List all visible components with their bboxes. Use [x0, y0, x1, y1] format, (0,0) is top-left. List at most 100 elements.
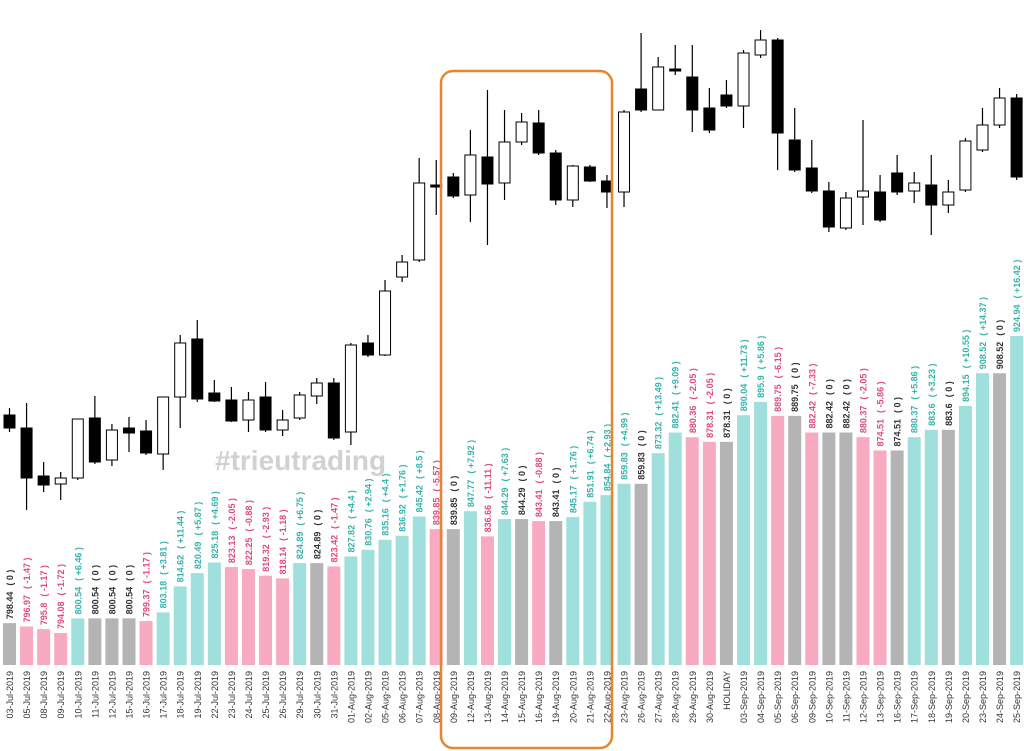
change-text: ( -1.17 ): [39, 565, 49, 597]
x-tick-label: 09-Jul-2019: [56, 671, 66, 719]
value-text: 844.29: [500, 488, 510, 516]
x-tick-label: 25-Sep-2019: [1012, 671, 1022, 723]
value-label: 800.54 ( 0 ): [124, 565, 134, 615]
bar: [685, 437, 699, 665]
candle-body: [140, 430, 153, 454]
bar: [907, 437, 921, 665]
value-text: 845.42: [415, 485, 425, 513]
value-label: 882.42 ( -7.33 ): [807, 363, 817, 428]
value-label: 835.16 ( +4.4 ): [381, 473, 391, 535]
x-tick-label: 12-Jul-2019: [107, 671, 117, 719]
value-text: 845.17: [568, 486, 578, 514]
value-text: 859.83: [620, 452, 630, 480]
candle-body: [993, 97, 1006, 126]
value-text: 800.54: [124, 587, 134, 615]
candle-body: [344, 344, 357, 433]
x-tick-label: 23-Jul-2019: [227, 671, 237, 719]
x-tick-label: 05-Sep-2019: [773, 671, 783, 723]
candle-body: [925, 184, 938, 206]
bar: [549, 521, 563, 665]
x-tick-label: 24-Jul-2019: [244, 671, 254, 719]
value-text: 851.91: [585, 470, 595, 498]
x-tick-label: 13-Sep-2019: [876, 671, 886, 723]
bar: [412, 516, 426, 665]
x-tick-label: 11-Sep-2019: [841, 671, 851, 722]
change-text: ( +4.69 ): [210, 491, 220, 525]
bar: [788, 415, 802, 665]
value-label: 859.83 ( 0 ): [637, 430, 647, 480]
change-text: ( -1.72 ): [56, 564, 66, 596]
value-label: 836.92 ( +1.76 ): [398, 464, 408, 531]
value-label: 839.85 ( -5.57 ): [432, 460, 442, 525]
bar: [327, 566, 341, 665]
value-text: 908.52: [995, 342, 1005, 370]
change-text: ( +14.37 ): [978, 297, 988, 336]
change-text: ( +4.4 ): [346, 490, 356, 519]
change-text: ( +3.81 ): [159, 541, 169, 575]
x-tick-label: 03-Jul-2019: [5, 671, 15, 719]
x-tick-label: 24-Sep-2019: [995, 671, 1005, 723]
value-text: 874.51: [893, 419, 903, 447]
x-tick-label: 17-Sep-2019: [910, 671, 920, 723]
candle-body: [310, 382, 323, 397]
x-tick-label: 31-Jul-2019: [329, 671, 339, 719]
change-text: ( 0 ): [637, 430, 647, 446]
change-text: ( +16.42 ): [1012, 260, 1022, 299]
value-text: 880.36: [688, 406, 698, 434]
x-tick-label: 09-Aug-2019: [449, 671, 459, 723]
candle-body: [583, 166, 596, 182]
candle-body: [54, 477, 67, 485]
highlight-box: [439, 69, 614, 750]
value-label: 818.14 ( -1.18 ): [278, 509, 288, 574]
candle-body: [822, 190, 835, 228]
value-label: 825.18 ( +4.69 ): [210, 491, 220, 558]
change-text: ( 0 ): [722, 388, 732, 404]
bar: [37, 629, 51, 665]
bar: [88, 618, 102, 665]
x-tick-label: 19-Aug-2019: [551, 671, 561, 723]
bar: [378, 539, 392, 665]
change-text: ( +5.86 ): [756, 336, 766, 370]
x-tick-label: 22-Aug-2019: [602, 671, 612, 723]
candle-body: [754, 39, 767, 56]
change-text: ( 0 ): [824, 379, 834, 395]
x-tick-label: 02-Aug-2019: [363, 671, 373, 723]
candle-body: [481, 156, 494, 185]
candle-body: [37, 475, 50, 486]
x-tick-label: 26-Aug-2019: [637, 671, 647, 723]
value-label: 800.54 ( +6.46 ): [73, 547, 83, 614]
bar: [293, 563, 307, 665]
x-tick-label: 26-Jul-2019: [278, 671, 288, 719]
candle-body: [225, 399, 238, 422]
x-tick-label: 01-Aug-2019: [346, 671, 356, 723]
value-label: 889.75 ( 0 ): [790, 362, 800, 412]
value-label: 895.9 ( +5.86 ): [756, 336, 766, 398]
x-tick-label: 16-Sep-2019: [893, 671, 903, 723]
candle-body: [669, 68, 682, 72]
value-text: 796.97: [22, 595, 32, 623]
x-tick-label: 29-Jul-2019: [295, 671, 305, 719]
x-tick-label: 27-Aug-2019: [654, 671, 664, 723]
candle-body: [874, 191, 887, 221]
bar: [344, 556, 358, 665]
change-text: ( -5.86 ): [876, 381, 886, 413]
change-text: ( -7.33 ): [807, 363, 817, 395]
value-label: 883.6 ( +3.23 ): [927, 364, 937, 426]
value-label: 882.41 ( +9.09 ): [671, 361, 681, 428]
candle-body: [532, 122, 545, 154]
candle-body: [515, 121, 528, 143]
bar: [651, 453, 665, 665]
bar: [139, 621, 153, 665]
value-label: 798.44 ( 0 ): [5, 570, 15, 620]
candle-body: [71, 418, 84, 479]
value-text: 859.83: [637, 452, 647, 480]
value-label: 824.89 ( 0 ): [312, 510, 322, 560]
value-text: 847.77: [466, 480, 476, 508]
bar: [480, 536, 494, 665]
x-tick-label: 16-Jul-2019: [142, 671, 152, 719]
value-text: 843.41: [534, 490, 544, 518]
change-text: ( -2.93 ): [261, 507, 271, 539]
value-label: 799.37 ( -1.17 ): [142, 552, 152, 617]
value-text: 798.44: [5, 592, 15, 620]
value-label: 823.13 ( -2.05 ): [227, 498, 237, 563]
